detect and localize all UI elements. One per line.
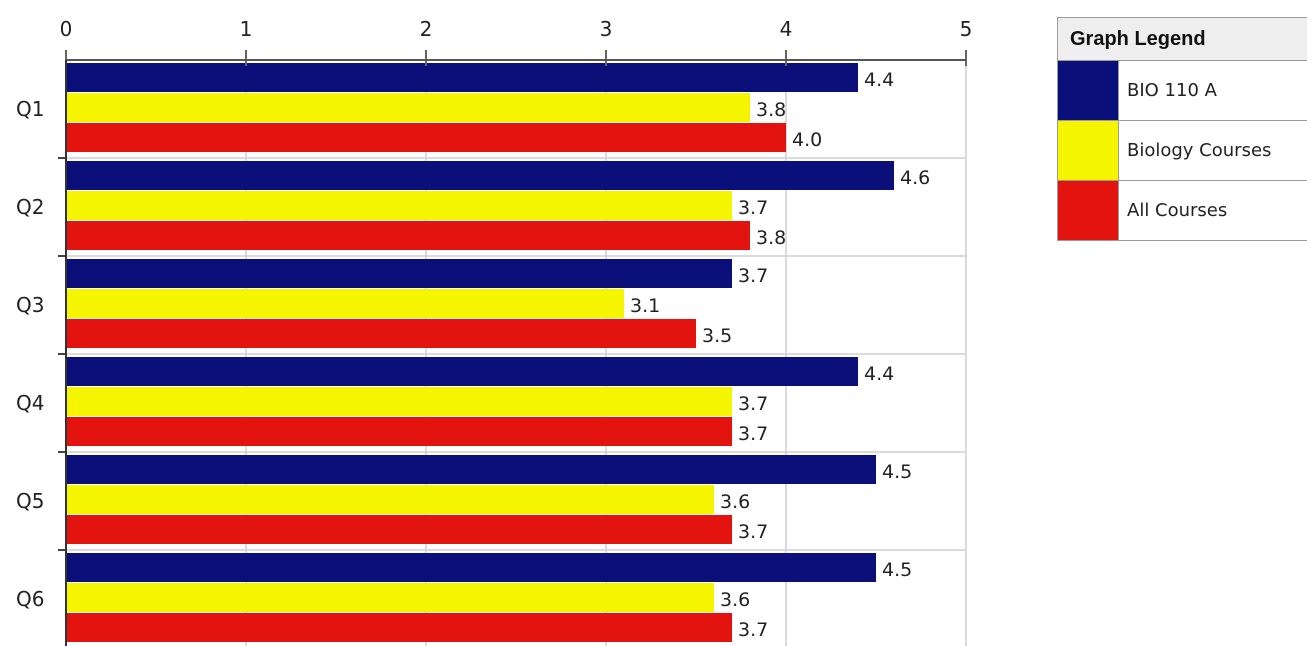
category-label: Q6 [16, 587, 44, 611]
legend-swatch [1058, 61, 1119, 120]
legend-item-bio-110-a: BIO 110 A [1058, 61, 1307, 121]
category-label: Q3 [16, 293, 44, 317]
data-label: 3.5 [702, 325, 732, 347]
grid-layer [65, 60, 967, 646]
bar [66, 485, 714, 514]
bar [66, 93, 750, 122]
bar [66, 319, 696, 348]
legend-label: Biology Courses [1127, 140, 1272, 161]
data-label: 3.6 [720, 589, 750, 611]
bar [66, 289, 624, 318]
data-label: 4.4 [864, 69, 894, 91]
bar [66, 191, 732, 220]
bar [66, 417, 732, 446]
bar-layer [66, 63, 894, 642]
data-label: 3.7 [738, 521, 768, 543]
legend-item-all-courses: All Courses [1058, 181, 1307, 240]
x-tick-label: 2 [420, 17, 433, 41]
category-label: Q1 [16, 97, 44, 121]
bar [66, 515, 732, 544]
data-label: 3.6 [720, 491, 750, 513]
legend-label: All Courses [1127, 200, 1228, 221]
data-label: 3.1 [630, 295, 660, 317]
data-label: 3.7 [738, 619, 768, 641]
x-tick-label: 3 [600, 17, 613, 41]
axis-layer: 0 1 2 3 4 5 [58, 17, 972, 646]
data-label: 4.6 [900, 167, 930, 189]
data-label: 3.8 [756, 227, 786, 249]
data-label: 4.5 [882, 461, 912, 483]
category-label: Q5 [16, 489, 44, 513]
data-label: 3.7 [738, 423, 768, 445]
bar [66, 123, 786, 152]
bar [66, 259, 732, 288]
data-label: 4.5 [882, 559, 912, 581]
data-label: 4.4 [864, 363, 894, 385]
bar [66, 221, 750, 250]
legend-swatch [1058, 181, 1119, 240]
data-label: 3.7 [738, 265, 768, 287]
data-label: 4.0 [792, 129, 822, 151]
x-tick-label: 5 [960, 17, 973, 41]
data-label: 3.8 [756, 99, 786, 121]
bar [66, 357, 858, 386]
legend-label: BIO 110 A [1127, 80, 1217, 101]
bar [66, 553, 876, 582]
legend-title: Graph Legend [1058, 18, 1307, 61]
bar [66, 583, 714, 612]
x-tick-label: 4 [780, 17, 793, 41]
data-label: 3.7 [738, 393, 768, 415]
category-label: Q4 [16, 391, 44, 415]
label-layer: Q1 4.4 3.8 4.0 Q2 4.6 3.7 3.8 Q3 3.7 3.1 3.5 Q4 4.4 3.… [16, 69, 930, 641]
bar [66, 387, 732, 416]
legend-item-biology-courses: Biology Courses [1058, 121, 1307, 181]
legend-swatch [1058, 121, 1119, 180]
bar [66, 161, 894, 190]
x-tick-label: 0 [60, 17, 73, 41]
bar [66, 455, 876, 484]
x-tick-label: 1 [240, 17, 253, 41]
bar [66, 63, 858, 92]
data-label: 3.7 [738, 197, 768, 219]
category-label: Q2 [16, 195, 44, 219]
bar-chart: Q1 4.4 3.8 4.0 Q2 4.6 3.7 3.8 Q3 3.7 3.1 3.5 Q4 4.4 3.… [16, 17, 972, 646]
graph-legend: Graph Legend BIO 110 A Biology Courses A… [1057, 17, 1307, 241]
bar [66, 613, 732, 642]
